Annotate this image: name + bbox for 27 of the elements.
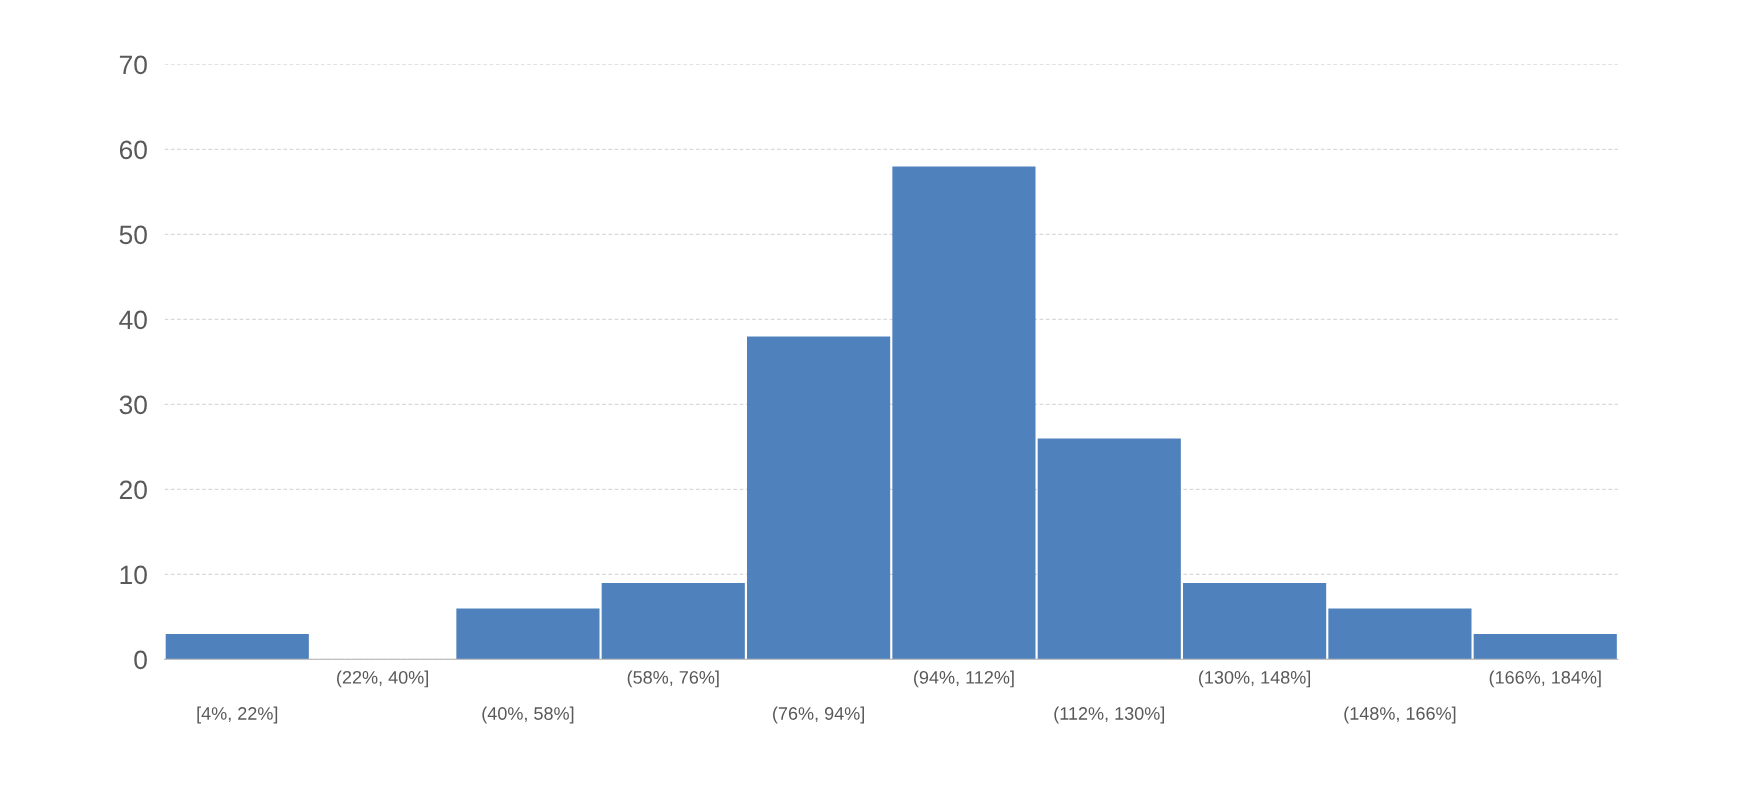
x-tick-label: [4%, 22%]	[197, 706, 278, 724]
bar	[165, 633, 309, 660]
x-tick-label: (130%, 148%]	[1199, 670, 1311, 688]
y-tick-label: 40	[119, 310, 147, 330]
x-tick-label: (148%, 166%]	[1344, 706, 1456, 724]
y-tick-label: 50	[119, 225, 147, 245]
y-tick-label: 20	[119, 480, 147, 500]
y-tick-label: 10	[120, 565, 147, 585]
x-tick-label: (166%, 184%]	[1489, 670, 1601, 688]
bar	[1183, 582, 1327, 660]
x-tick-label: (112%, 130%]	[1054, 706, 1165, 724]
x-tick-label: (76%, 94%]	[773, 706, 864, 724]
x-tick-label: (94%, 112%]	[914, 670, 1014, 688]
bar	[1473, 633, 1617, 660]
bar	[456, 608, 600, 660]
bar	[747, 336, 891, 660]
bar	[1328, 608, 1472, 660]
x-tick-label: (22%, 40%]	[337, 670, 428, 688]
y-tick-label: 30	[119, 395, 147, 415]
bar	[892, 166, 1036, 660]
y-tick-label: 60	[119, 140, 147, 160]
bar	[601, 582, 745, 660]
y-tick-label: 0	[134, 650, 147, 670]
x-tick-label: (58%, 76%]	[627, 670, 719, 688]
bar	[1037, 438, 1181, 660]
x-tick-label: (40%, 58%]	[482, 706, 574, 724]
y-tick-label: 70	[119, 55, 147, 75]
